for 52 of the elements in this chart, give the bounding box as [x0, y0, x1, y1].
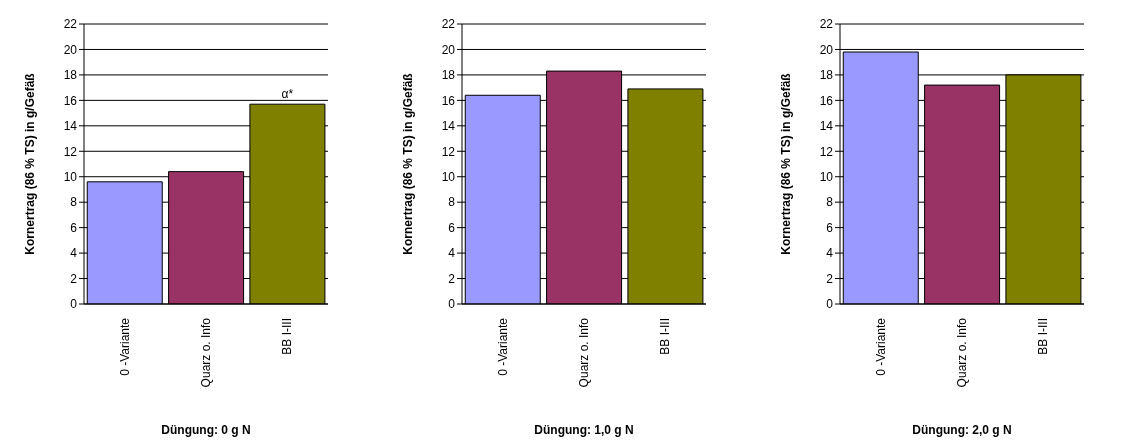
- y-tick-label: 16: [819, 93, 834, 108]
- y-tick-label: 14: [63, 119, 78, 134]
- y-tick-label: 4: [70, 246, 78, 261]
- y-tick-label: 22: [819, 17, 834, 32]
- y-tick-label: 18: [441, 68, 456, 83]
- y-tick-label: 6: [448, 220, 456, 235]
- x-tick-label: BB I-III: [658, 318, 673, 355]
- y-tick-label: 2: [70, 271, 78, 286]
- y-tick-label: 8: [448, 195, 456, 210]
- y-tick-label: 18: [63, 68, 78, 83]
- y-tick-label: 14: [441, 119, 456, 134]
- x-tick-label: 0 -Variante: [495, 317, 510, 376]
- y-tick-label: 22: [63, 17, 78, 32]
- y-axis-title: Kornertrag (86 % TS) in g/Gefäß: [779, 73, 794, 255]
- x-tick-label: Quarz o. Info: [955, 317, 969, 388]
- y-tick-label: 22: [441, 17, 456, 32]
- x-tick-label: 0 -Variante: [117, 317, 132, 376]
- annotation: α*: [281, 87, 294, 102]
- y-tick-label: 18: [819, 68, 834, 83]
- y-axis-title: Kornertrag (86 % TS) in g/Gefäß: [23, 73, 38, 255]
- x-tick-label: Quarz o. Info: [577, 317, 591, 388]
- y-tick-label: 10: [63, 169, 78, 184]
- y-tick-label: 16: [441, 93, 456, 108]
- y-tick-label: 16: [63, 93, 78, 108]
- y-tick-label: 12: [819, 144, 834, 159]
- x-axis-title: Düngung: 0 g N: [161, 423, 251, 437]
- x-tick-label: Quarz o. Info: [199, 317, 213, 388]
- y-tick-label: 12: [441, 144, 456, 159]
- y-tick-label: 2: [826, 271, 834, 286]
- y-tick-label: 6: [70, 220, 78, 235]
- y-tick-label: 20: [819, 42, 834, 57]
- y-tick-label: 0: [70, 297, 78, 312]
- y-tick-label: 2: [448, 271, 456, 286]
- y-tick-label: 4: [448, 246, 456, 261]
- y-tick-label: 0: [826, 297, 834, 312]
- y-tick-label: 20: [63, 42, 78, 57]
- x-tick-label: BB I-III: [1036, 318, 1051, 355]
- x-tick-label: 0 -Variante: [873, 317, 888, 376]
- y-tick-label: 10: [819, 169, 834, 184]
- y-axis-title: Kornertrag (86 % TS) in g/Gefäß: [401, 73, 416, 255]
- y-tick-label: 0: [448, 297, 456, 312]
- x-axis-title: Düngung: 2,0 g N: [912, 423, 1012, 437]
- y-tick-label: 8: [826, 195, 834, 210]
- y-tick-label: 12: [63, 144, 78, 159]
- y-tick-label: 8: [70, 195, 78, 210]
- y-tick-label: 4: [826, 246, 834, 261]
- y-tick-label: 10: [441, 169, 456, 184]
- y-tick-label: 14: [819, 119, 834, 134]
- y-tick-label: 20: [441, 42, 456, 57]
- x-axis-title: Düngung: 1,0 g N: [534, 423, 634, 437]
- x-tick-label: BB I-III: [280, 318, 295, 355]
- y-tick-label: 6: [826, 220, 834, 235]
